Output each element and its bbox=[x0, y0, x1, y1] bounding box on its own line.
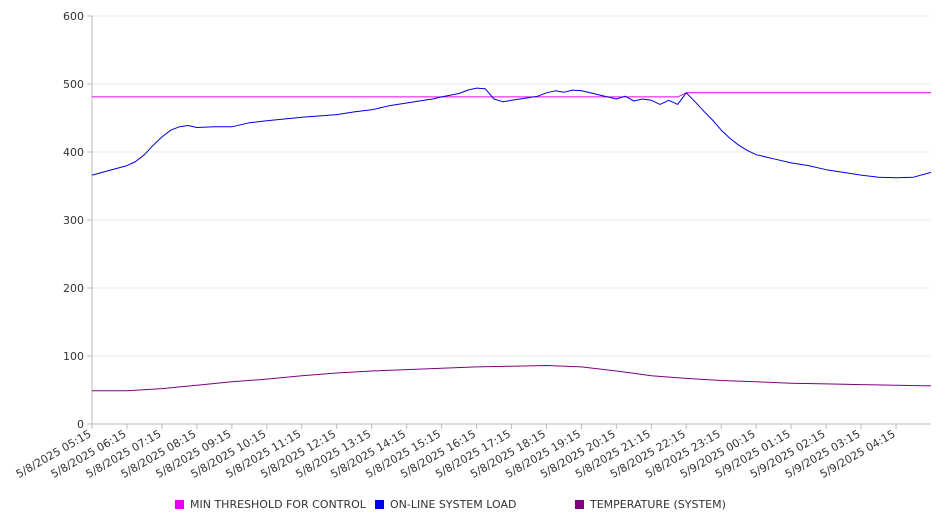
y-tick-label: 600 bbox=[63, 10, 84, 23]
y-tick-label: 0 bbox=[77, 418, 84, 431]
legend-label: ON-LINE SYSTEM LOAD bbox=[390, 498, 517, 511]
series-line-min-threshold-for-control bbox=[92, 92, 931, 98]
legend-label: MIN THRESHOLD FOR CONTROL bbox=[190, 498, 366, 511]
grid-lines bbox=[92, 15, 931, 425]
legend: MIN THRESHOLD FOR CONTROL ON-LINE SYSTEM… bbox=[0, 496, 946, 516]
legend-item-min-threshold[interactable]: MIN THRESHOLD FOR CONTROL bbox=[175, 498, 366, 511]
y-tick-label: 500 bbox=[63, 78, 84, 91]
legend-swatch-online-system-load bbox=[375, 500, 384, 509]
y-tick-label: 300 bbox=[63, 214, 84, 227]
y-tick-label: 100 bbox=[63, 350, 84, 363]
x-axis-ticks: 5/8/2025 05:155/8/2025 06:155/8/2025 07:… bbox=[14, 424, 898, 481]
legend-item-online-system-load[interactable]: ON-LINE SYSTEM LOAD bbox=[375, 498, 516, 511]
series-line-temperature-system bbox=[92, 365, 932, 392]
y-tick-label: 400 bbox=[63, 146, 84, 159]
series-line-on-line-system-load bbox=[91, 87, 932, 179]
y-axis-ticks: 0 100 200 300 400 500 600 bbox=[63, 10, 92, 431]
legend-label: TEMPERATURE (SYSTEM) bbox=[590, 498, 726, 511]
legend-swatch-min-threshold bbox=[175, 500, 184, 509]
y-tick-label: 200 bbox=[63, 282, 84, 295]
legend-swatch-temperature bbox=[575, 500, 584, 509]
legend-item-temperature[interactable]: TEMPERATURE (SYSTEM) bbox=[575, 498, 726, 511]
series-lines bbox=[91, 87, 932, 392]
